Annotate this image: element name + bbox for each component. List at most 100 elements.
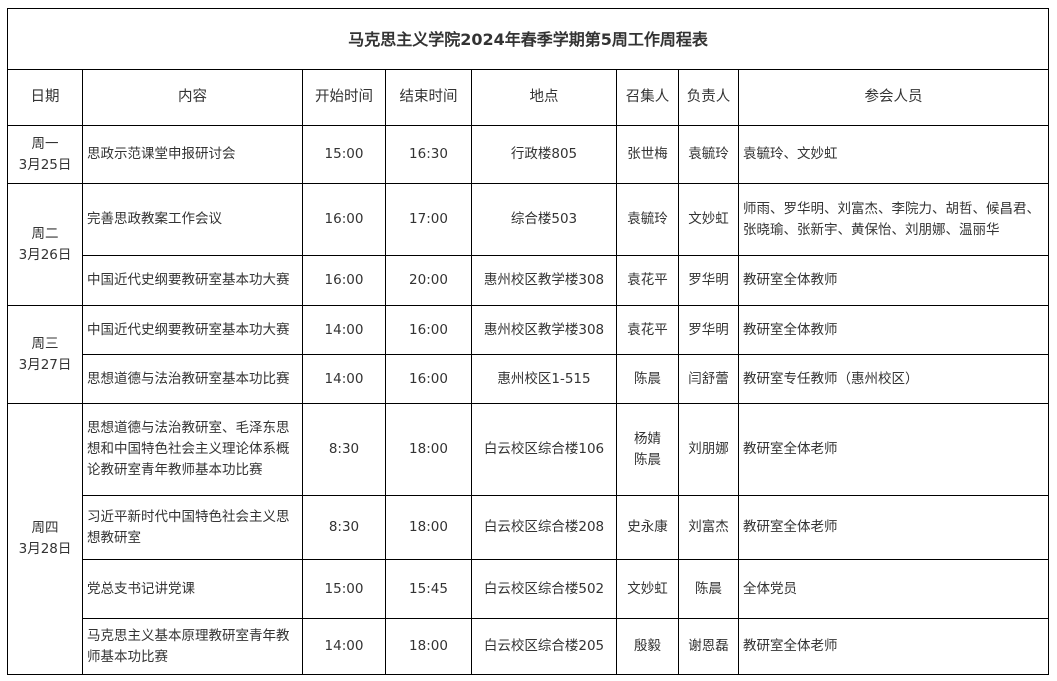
location: 白云校区综合楼205 (483, 638, 605, 654)
content-cell: 思想道德与法治教研室、毛泽东思想和中国特色社会主义理论体系概论教研室青年教师基本… (82, 403, 303, 496)
start-cell: 14:00 (302, 354, 386, 404)
owner: 袁毓玲 (688, 146, 729, 162)
content: 思想道德与法治教研室基本功比赛 (87, 370, 290, 387)
table-row: 马克思主义基本原理教研室青年教师基本功比赛 14:00 18:00 白云校区综合楼20… (8, 618, 1050, 675)
header-date: 日期 (7, 69, 83, 126)
attendees: 教研室全体教师 (743, 272, 838, 288)
end: 16:00 (409, 321, 448, 338)
end-cell: 20:00 (385, 255, 472, 306)
attendees-cell: 教研室全体老师 (737, 403, 1050, 496)
start: 14:00 (324, 370, 364, 387)
end-cell: 17:00 (385, 183, 472, 256)
location-cell: 惠州校区1-515 (471, 354, 617, 404)
table-row: 思想道德与法治教研室基本功比赛 14:00 16:00 惠州校区1-515 陈晨 闫舒蕾教… (8, 354, 1050, 404)
content-cell: 思政示范课堂申报研讨会 (82, 125, 303, 184)
table-row: 习近平新时代中国特色社会主义思想教研室 8:30 18:00 白云校区综合楼208 史永… (8, 495, 1050, 560)
owner-cell: 文妙虹 (678, 183, 739, 256)
end-cell: 15:45 (385, 559, 472, 619)
table-row: 周二 3月26日 完善思政教案工作会议 16:00 17:00 综合楼503 袁毓玲 文妙虹师… (7, 183, 1050, 306)
owner-cell: 罗华明 (678, 255, 739, 306)
owner-cell: 闫舒蕾 (678, 354, 739, 404)
schedule-table: 马克思主义学院2024年春季学期第5周工作周程表 日期 内容 开始时间 结束时间… (6, 8, 1050, 675)
convener: 袁毓玲 (627, 211, 668, 227)
owner: 刘富杰 (688, 519, 729, 535)
attendees-cell: 教研室全体老师 (737, 495, 1050, 560)
end-cell: 16:00 (385, 305, 472, 355)
date: 3月28日 (18, 541, 72, 557)
start: 16:00 (324, 211, 364, 227)
table-row: 周一 3月25日 思政示范课堂申报研讨会 15:00 16:30 行政楼805 张世梅 袁毓玲… (7, 125, 1050, 184)
table-row: 党总支书记讲党课 15:00 15:45 白云校区综合楼502 文妙虹 陈晨 全体党员 (8, 559, 1050, 619)
weekday: 周一 (31, 135, 59, 152)
attendees-cell: 师雨、罗华明、刘富杰、李院力、胡哲、候昌君、张晓瑜、张新宇、黄保怡、刘朋娜、温丽… (737, 183, 1050, 256)
location-cell: 白云校区综合楼502 (471, 559, 617, 619)
location: 白云校区综合楼208 (483, 519, 605, 535)
attendees: 师雨、罗华明、刘富杰、李院力、胡哲、候昌君、张晓瑜、张新宇、黄保怡、刘朋娜、温丽… (743, 200, 1040, 238)
start-cell: 8:30 (302, 403, 386, 496)
owner-cell: 谢恩磊 (678, 618, 739, 675)
content: 思政示范课堂申报研讨会 (87, 146, 236, 162)
end: 20:00 (409, 272, 448, 288)
location-cell: 行政楼805 (471, 125, 617, 184)
attendees: 教研室全体教师 (743, 321, 838, 338)
convener-cell: 史永康 (616, 495, 679, 560)
content-cell: 思想道德与法治教研室基本功比赛 (82, 354, 303, 404)
content-cell: 习近平新时代中国特色社会主义思想教研室 (82, 495, 303, 560)
header-convener: 召集人 (616, 69, 679, 126)
owner-cell: 袁毓玲 (678, 125, 739, 184)
date-cell: 周三 3月27日 (7, 305, 83, 404)
header-start: 开始时间 (302, 69, 386, 126)
end: 16:00 (409, 370, 448, 387)
location-cell: 白云校区综合楼208 (471, 495, 617, 560)
table-row: 周三 3月27日 中国近代史纲要教研室基本功大赛 14:00 16:00 惠州校区教学楼3… (7, 305, 1050, 404)
start-cell: 16:00 (302, 255, 386, 306)
convener-cell: 文妙虹 (616, 559, 679, 619)
start-cell: 14:00 (302, 305, 386, 355)
convener: 杨婧 (634, 430, 661, 447)
attendees-cell: 教研室全体教师 (737, 255, 1050, 306)
end-cell: 16:00 (385, 354, 472, 404)
end-cell: 18:00 (385, 495, 472, 560)
location: 综合楼503 (510, 211, 578, 227)
content-cell: 中国近代史纲要教研室基本功大赛 (82, 305, 303, 355)
convener: 文妙虹 (627, 580, 668, 597)
content-cell: 马克思主义基本原理教研室青年教师基本功比赛 (82, 618, 303, 675)
page-title: 马克思主义学院2024年春季学期第5周工作周程表 (6, 8, 1050, 70)
weekday: 周四 (31, 520, 59, 536)
location: 白云校区综合楼502 (483, 580, 605, 597)
content: 党总支书记讲党课 (87, 580, 195, 597)
convener-cell: 杨婧 陈晨 (616, 403, 679, 496)
attendees: 全体党员 (743, 580, 797, 597)
convener: 袁花平 (627, 272, 668, 288)
attendees-cell: 教研室专任教师（惠州校区） (737, 354, 1050, 404)
convener: 史永康 (627, 519, 668, 535)
attendees: 教研室全体老师 (743, 441, 838, 457)
content: 中国近代史纲要教研室基本功大赛 (87, 272, 290, 288)
convener: 袁花平 (627, 321, 668, 338)
attendees-cell: 袁毓玲、文妙虹 (737, 125, 1050, 184)
location: 行政楼805 (510, 146, 578, 162)
end-cell: 18:00 (385, 618, 472, 675)
convener-cell: 陈晨 (616, 354, 679, 404)
weekday: 周三 (31, 335, 59, 352)
owner: 谢恩磊 (688, 638, 729, 654)
attendees-cell: 教研室全体教师 (737, 305, 1050, 355)
owner: 陈晨 (695, 580, 722, 597)
convener: 陈晨 (634, 451, 661, 468)
start-cell: 8:30 (302, 495, 386, 560)
date: 3月27日 (18, 356, 72, 373)
owner: 闫舒蕾 (688, 370, 729, 387)
date-cell: 周四 3月28日 (7, 403, 83, 675)
convener: 殷毅 (634, 638, 661, 654)
header-end: 结束时间 (385, 69, 472, 126)
attendees: 教研室全体老师 (743, 638, 838, 654)
owner-cell: 刘富杰 (678, 495, 739, 560)
convener-cell: 张世梅 (616, 125, 679, 184)
date-cell: 周二 3月26日 (7, 183, 83, 306)
start-cell: 15:00 (302, 559, 386, 619)
location-cell: 惠州校区教学楼308 (471, 305, 617, 355)
header-location: 地点 (471, 69, 617, 126)
end: 18:00 (409, 519, 448, 535)
content: 完善思政教案工作会议 (87, 211, 222, 227)
owner-cell: 陈晨 (678, 559, 739, 619)
